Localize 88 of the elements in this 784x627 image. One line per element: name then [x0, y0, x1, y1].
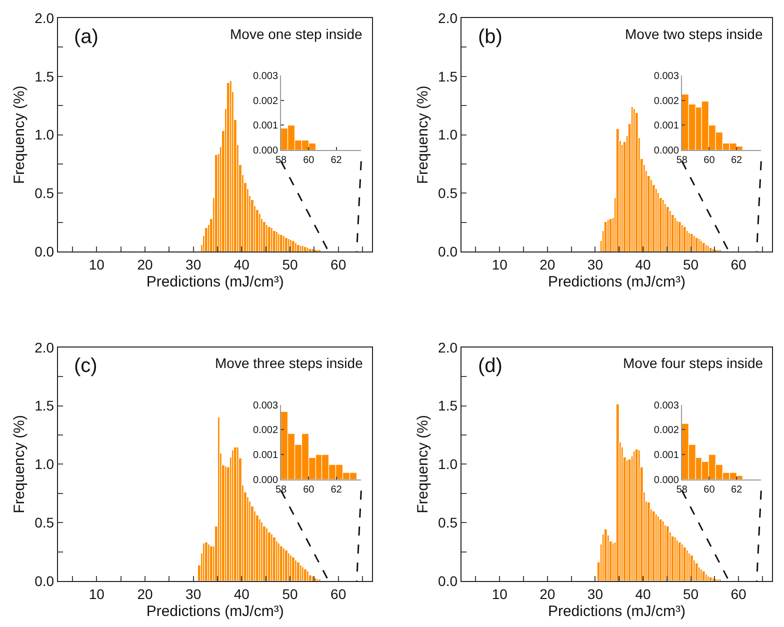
annotation: Move two steps inside: [625, 26, 763, 42]
x-tick-label: 20: [540, 586, 556, 602]
x-tick-label: 62: [730, 155, 743, 166]
y-tick-label: 2.0: [34, 10, 54, 26]
x-tick-label: 60: [330, 586, 346, 602]
y-tick-label: 2.0: [438, 10, 458, 26]
x-tick-label: 58: [275, 484, 288, 496]
x-tick-label: 20: [137, 256, 153, 273]
y-tick-label: 1.5: [438, 68, 458, 84]
x-tick-label: 10: [492, 586, 508, 602]
x-tick-label: 40: [635, 586, 651, 602]
x-tick-label: 20: [540, 256, 556, 273]
annotation: (c): [74, 355, 98, 377]
x-tick-label: 60: [730, 256, 747, 273]
x-tick-label: 50: [282, 586, 298, 602]
x-tick-label: 60: [303, 484, 315, 496]
x-tick-label: 30: [587, 256, 604, 273]
x-tick-label: 40: [635, 256, 651, 273]
x-tick-label: 50: [682, 256, 699, 273]
x-tick-label: 60: [730, 586, 747, 602]
y-tick-label: 1.0: [438, 126, 458, 143]
y-tick-label: 1.5: [34, 68, 54, 84]
y-tick-label: 0.003: [654, 400, 680, 412]
x-axis-title: Predictions (mJ/cm³): [146, 274, 284, 291]
x-tick-label: 58: [275, 155, 288, 166]
x-tick-label: 60: [330, 256, 346, 273]
y-tick-label: 0.000: [654, 474, 680, 486]
x-tick-label: 50: [282, 256, 298, 273]
annotation: (b): [478, 26, 502, 48]
y-tick-label: 0.001: [654, 120, 680, 132]
x-tick-label: 10: [88, 586, 105, 602]
x-tick-label: 30: [186, 586, 202, 602]
y-tick-label: 0.000: [253, 146, 278, 157]
annotation: Move one step inside: [230, 26, 363, 42]
x-tick-label: 58: [676, 484, 688, 496]
y-tick-label: 0.001: [253, 120, 278, 132]
y-tick-label: 1.5: [34, 398, 54, 414]
x-tick-label: 50: [682, 586, 699, 602]
y-tick-label: 2.0: [34, 339, 54, 356]
y-tick-label: 1.0: [438, 456, 458, 472]
annotation: (d): [478, 355, 502, 377]
y-tick-label: 0.0: [34, 572, 54, 589]
y-tick-label: 0.003: [253, 400, 278, 412]
x-tick-label: 62: [730, 484, 743, 496]
x-axis-title: Predictions (mJ/cm³): [146, 602, 284, 620]
y-tick-label: 0.002: [253, 96, 278, 107]
x-tick-label: 10: [88, 256, 105, 273]
x-tick-label: 62: [330, 484, 342, 496]
x-tick-label: 40: [234, 256, 250, 273]
y-tick-label: 0.0: [438, 572, 458, 589]
y-tick-label: 1.5: [438, 398, 458, 414]
y-tick-label: 0.001: [654, 450, 680, 462]
y-axis-title: Frequency (%): [414, 86, 432, 184]
y-tick-label: 2.0: [438, 339, 458, 356]
annotation: Move four steps inside: [623, 355, 764, 371]
x-axis-title: Predictions (mJ/cm³): [548, 602, 686, 620]
x-tick-label: 30: [186, 256, 202, 273]
y-tick-label: 0.003: [253, 70, 278, 82]
x-tick-label: 40: [234, 586, 250, 602]
y-tick-label: 0.003: [654, 70, 680, 82]
y-tick-label: 0.002: [654, 425, 680, 436]
y-tick-label: 1.0: [34, 456, 54, 472]
y-tick-label: 0.000: [253, 474, 278, 486]
y-tick-label: 0.001: [253, 450, 278, 462]
x-tick-label: 60: [704, 484, 716, 496]
x-tick-label: 62: [330, 155, 342, 166]
annotation: (a): [74, 26, 98, 48]
x-tick-label: 60: [704, 155, 716, 166]
y-axis-title: Frequency (%): [10, 86, 28, 184]
y-tick-label: 1.0: [34, 126, 54, 143]
y-tick-label: 0.0: [34, 244, 54, 260]
x-axis-title: Predictions (mJ/cm³): [548, 274, 686, 291]
y-axis-title: Frequency (%): [10, 414, 28, 514]
x-tick-label: 10: [492, 256, 508, 273]
annotation: Move three steps inside: [215, 355, 364, 371]
y-axis-title: Frequency (%): [414, 414, 432, 514]
x-tick-label: 60: [303, 155, 315, 166]
y-tick-label: 0.000: [654, 146, 680, 157]
y-tick-label: 0.0: [438, 244, 458, 260]
x-tick-label: 58: [676, 155, 688, 166]
y-tick-label: 0.5: [438, 185, 458, 202]
y-tick-label: 0.002: [654, 96, 680, 107]
x-tick-label: 20: [137, 586, 153, 602]
y-tick-label: 0.002: [253, 425, 278, 436]
x-tick-label: 30: [587, 586, 604, 602]
y-tick-label: 0.5: [34, 185, 54, 202]
y-tick-label: 0.5: [34, 514, 54, 530]
y-tick-label: 0.5: [438, 514, 458, 530]
